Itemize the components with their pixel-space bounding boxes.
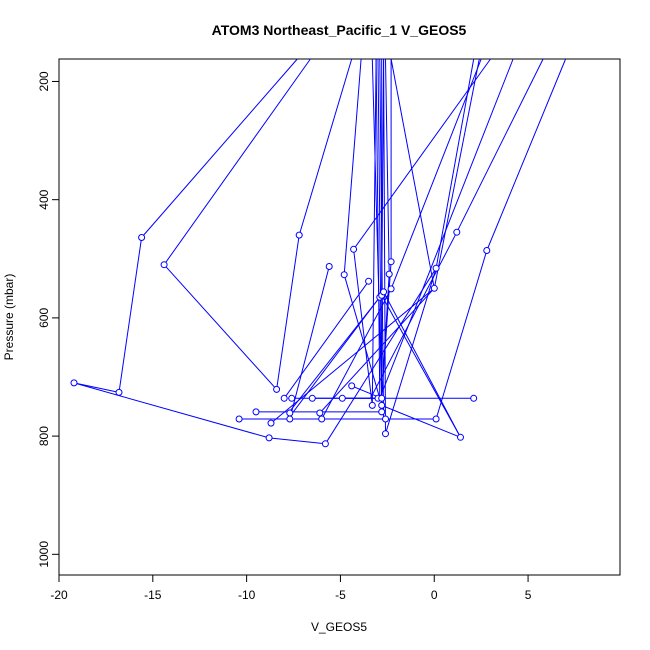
series-segment-20 — [319, 287, 435, 414]
data-point-40 — [382, 430, 389, 438]
data-point-16 — [430, 284, 438, 292]
data-point-9 — [365, 277, 373, 285]
x-axis-label: V_GEOS5 — [311, 620, 367, 634]
series-segment-3 — [269, 437, 326, 445]
series-segment-50 — [456, 58, 544, 233]
data-point-7 — [350, 245, 358, 253]
data-point-8 — [340, 271, 348, 279]
series-segment-8 — [298, 58, 353, 236]
data-point-1 — [160, 261, 168, 269]
data-point-15 — [387, 285, 395, 293]
series-segment-4 — [141, 58, 298, 238]
series-segment-26 — [343, 274, 381, 399]
series-segment-52 — [379, 58, 514, 399]
x-tick-label-2: -10 — [238, 588, 256, 602]
x-axis: -20 -15 -10 -5 0 5 — [50, 574, 532, 602]
series-segment-32 — [381, 404, 461, 438]
series-segment-31 — [377, 58, 383, 406]
x-tick-label-3: -5 — [335, 588, 346, 602]
data-point-37 — [382, 415, 389, 423]
series-segment-25 — [343, 58, 362, 275]
series-lines — [73, 58, 567, 445]
data-point-22 — [288, 394, 296, 402]
series-segment-49 — [486, 58, 567, 251]
data-point-43 — [321, 440, 329, 448]
series-segment-29 — [375, 58, 381, 399]
data-point-41 — [457, 433, 464, 441]
data-point-27 — [470, 394, 478, 402]
data-point-4 — [273, 385, 281, 393]
series-segment-48 — [435, 250, 488, 420]
x-tick-label-0: -20 — [50, 588, 68, 602]
data-point-19 — [483, 247, 491, 254]
x-tick-label-1: -15 — [144, 588, 162, 602]
data-point-24 — [338, 394, 346, 402]
series-segment-46 — [435, 58, 475, 269]
series-segment-2 — [73, 382, 270, 439]
y-tick-label-0: 200 — [37, 71, 51, 91]
data-point-6 — [325, 263, 333, 270]
data-point-32 — [316, 409, 324, 417]
series-segment-36 — [381, 58, 385, 296]
series-points — [70, 228, 491, 448]
data-point-31 — [286, 409, 294, 417]
data-point-38 — [432, 415, 440, 423]
data-point-28 — [368, 401, 376, 409]
series-segment-45 — [433, 58, 480, 289]
data-point-36 — [318, 415, 326, 423]
series-segment-44 — [390, 58, 435, 289]
series-segment-28 — [371, 58, 377, 406]
data-point-10 — [385, 270, 393, 278]
x-tick-label-5: 5 — [525, 588, 532, 602]
series-segment-38 — [383, 291, 461, 438]
series-segment-30 — [371, 58, 383, 399]
data-point-5 — [295, 231, 303, 239]
y-axis: 200 400 600 800 1000 — [37, 71, 60, 568]
chart-title: ATOM3 Northeast_Pacific_1 V_GEOS5 — [212, 22, 467, 38]
data-point-20 — [348, 382, 356, 390]
series-segment-7 — [276, 235, 300, 390]
data-point-3 — [115, 388, 123, 396]
data-point-14 — [380, 288, 388, 296]
data-point-21 — [280, 394, 288, 402]
y-tick-label-4: 1000 — [37, 541, 51, 568]
data-point-17 — [432, 264, 440, 272]
series-segment-16 — [283, 280, 370, 399]
y-axis-label: Pressure (mbar) — [2, 274, 16, 361]
y-tick-label-1: 400 — [37, 189, 51, 209]
series-segment-42 — [381, 261, 392, 399]
y-tick-label-2: 600 — [37, 308, 51, 328]
series-segment-18 — [289, 291, 384, 417]
series-segment-6 — [163, 264, 277, 390]
data-point-18 — [453, 228, 461, 236]
data-point-39 — [267, 419, 275, 427]
data-point-34 — [235, 415, 243, 423]
series-segment-19 — [270, 287, 435, 424]
series-segment-43 — [390, 58, 482, 290]
plot-frame — [58, 58, 621, 576]
series-segment-39 — [385, 58, 390, 275]
series-segment-5 — [163, 58, 311, 265]
data-point-2 — [70, 379, 78, 387]
x-tick-label-4: 0 — [431, 588, 438, 602]
data-point-29 — [378, 401, 386, 409]
series-segment-1 — [73, 382, 120, 393]
series-segment-47 — [385, 268, 437, 434]
data-point-0 — [138, 234, 146, 241]
y-tick-label-3: 800 — [37, 426, 51, 446]
data-point-42 — [265, 434, 273, 442]
data-point-26 — [378, 394, 386, 402]
data-point-23 — [308, 394, 316, 402]
series-segment-15 — [289, 266, 330, 420]
data-point-30 — [252, 408, 260, 416]
series-segment-0 — [118, 237, 143, 393]
data-point-35 — [286, 415, 294, 423]
series-segment-24 — [353, 249, 373, 406]
data-point-11 — [387, 258, 395, 266]
series-segment-37 — [381, 295, 461, 438]
series-segment-51 — [370, 231, 458, 399]
data-point-33 — [378, 408, 386, 416]
series-segment-35 — [383, 58, 386, 434]
